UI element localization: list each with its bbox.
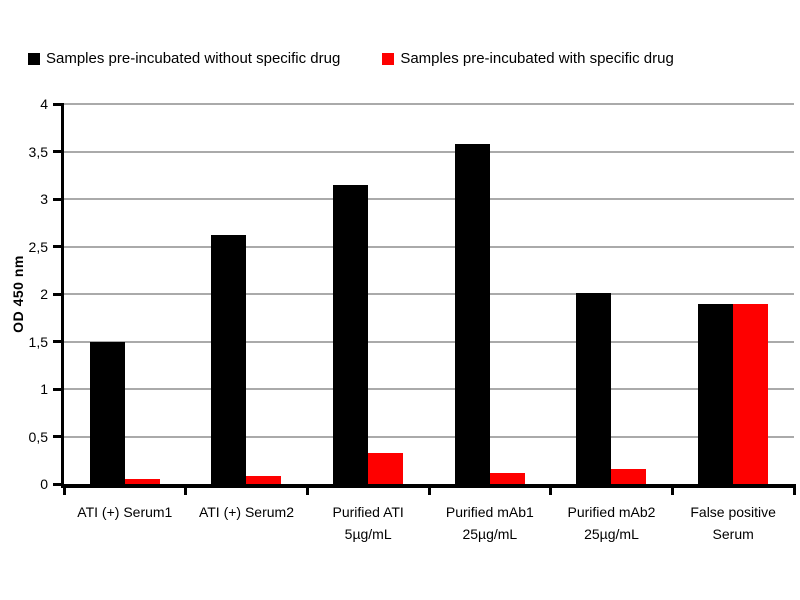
x-axis-tick — [670, 484, 674, 495]
legend-swatch-0 — [28, 53, 40, 65]
bar-series0-cat2 — [333, 184, 369, 484]
legend-item-1: Samples pre-incubated with specific drug — [382, 50, 674, 68]
x-axis-tick — [62, 484, 66, 495]
gridline — [64, 435, 794, 438]
bar-series0-cat0 — [89, 341, 125, 484]
bar-series1-cat0 — [124, 479, 160, 484]
y-axis-tick-label: 0,5 — [28, 428, 48, 445]
y-axis-tick — [53, 102, 64, 106]
x-axis-category-label-2: Purified ATI 5µg/mL — [332, 504, 404, 542]
bar-group-3 — [429, 104, 551, 484]
x-axis-tick — [549, 484, 553, 495]
gridline — [64, 293, 794, 295]
gridline — [64, 245, 794, 248]
bar-series1-cat4 — [611, 468, 647, 484]
bar-group-4 — [551, 104, 673, 484]
y-axis-tick — [53, 482, 64, 486]
plot-area — [61, 103, 794, 488]
x-axis-tick — [184, 484, 188, 495]
bar-group-5 — [672, 104, 794, 484]
x-axis-category-label-1: ATI (+) Serum2 — [198, 504, 294, 520]
bar-group-1 — [186, 104, 308, 484]
bar-series1-cat3 — [489, 472, 525, 484]
bar-series0-cat3 — [454, 143, 490, 484]
y-axis-tick-label: 3,5 — [28, 143, 48, 160]
y-axis-tick-label: 2,5 — [28, 238, 48, 255]
y-axis-tick-label: 1,5 — [28, 333, 48, 350]
chart-legend: Samples pre-incubated without specific d… — [28, 50, 790, 68]
y-axis-tick — [53, 292, 64, 296]
y-axis-tick — [53, 150, 64, 153]
y-axis-tick-label: 2 — [40, 286, 48, 302]
legend-item-0: Samples pre-incubated without specific d… — [28, 50, 340, 68]
y-axis-tick — [53, 435, 64, 438]
x-axis-tick — [427, 484, 431, 495]
y-axis-tick-label: 3 — [40, 191, 48, 207]
x-axis-category-label-5: False positive Serum — [690, 504, 776, 542]
bar-series0-cat4 — [576, 293, 612, 484]
x-axis-category-label-4: Purified mAb2 25µg/mL — [567, 504, 656, 542]
gridline — [64, 388, 794, 390]
gridline — [64, 198, 794, 200]
y-axis-tick-label: 4 — [40, 96, 48, 112]
legend-label-0: Samples pre-incubated without specific d… — [46, 50, 341, 67]
bar-group-0 — [64, 104, 186, 484]
bar-group-2 — [307, 104, 429, 484]
x-axis-category-label-3: Purified mAb1 25µg/mL — [445, 504, 534, 542]
x-axis-category-label-0: ATI (+) Serum1 — [77, 504, 173, 520]
bar-series0-cat5 — [698, 303, 734, 484]
y-axis-tick — [53, 197, 64, 201]
gridline — [64, 340, 794, 343]
y-axis-tick — [53, 387, 64, 391]
gridline — [64, 150, 794, 153]
x-axis-tick — [792, 484, 796, 495]
bar-series1-cat2 — [368, 452, 404, 484]
y-axis-tick-label: 1 — [40, 381, 48, 397]
y-axis-tick — [53, 245, 64, 248]
y-axis-tick-label: 0 — [40, 476, 48, 492]
y-axis-tick — [53, 340, 64, 343]
bar-series0-cat1 — [211, 235, 247, 484]
bar-series1-cat1 — [246, 476, 282, 484]
legend-label-1: Samples pre-incubated with specific drug — [400, 50, 674, 67]
legend-swatch-1 — [382, 53, 395, 65]
bar-series1-cat5 — [733, 303, 769, 484]
x-axis-tick — [305, 484, 309, 495]
gridline — [64, 103, 794, 105]
